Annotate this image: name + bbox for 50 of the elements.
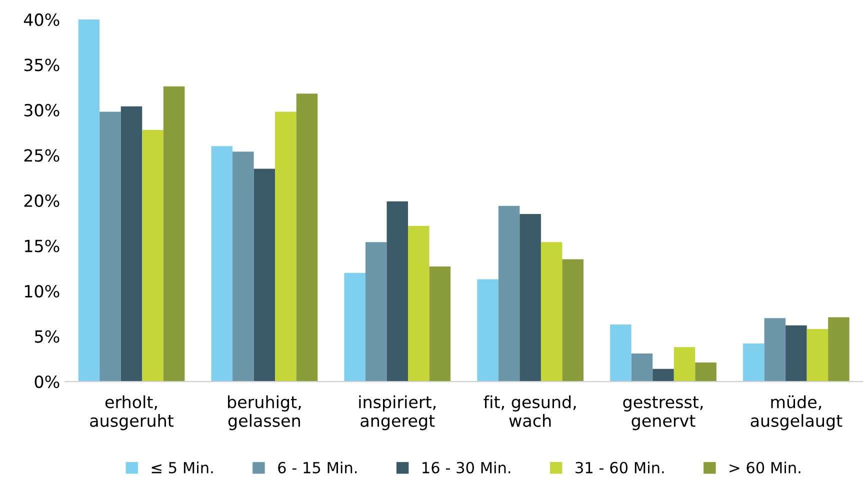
x-tick-label: müde, ausgelaugt — [750, 395, 842, 430]
bar — [275, 112, 296, 382]
bar — [254, 168, 276, 382]
bar — [562, 259, 584, 382]
y-tick-label: 25% — [24, 149, 60, 162]
y-tick-label: 40% — [24, 13, 60, 26]
bar — [78, 19, 100, 382]
bar — [631, 353, 653, 382]
bar — [477, 279, 498, 382]
y-tick-label: 20% — [24, 194, 60, 208]
legend-label: 31 - 60 Min. — [576, 462, 664, 474]
legend-label: ≤ 5 Min. — [152, 462, 213, 474]
legend-label: 6 - 15 Min. — [278, 462, 357, 474]
bar — [828, 317, 850, 382]
bar — [386, 201, 408, 382]
legend-label: 16 - 30 Min. — [422, 462, 510, 474]
y-tick-label: 15% — [24, 240, 60, 252]
bar — [120, 106, 142, 382]
bar — [540, 242, 562, 382]
bar — [743, 343, 764, 382]
y-tick-label: 5% — [35, 330, 60, 343]
bar — [806, 329, 828, 382]
bar — [695, 362, 716, 382]
bar — [232, 152, 254, 382]
bar — [674, 347, 696, 382]
bar — [429, 266, 451, 382]
bar — [408, 226, 430, 382]
x-tick-label: gestresst, genervt — [623, 396, 703, 430]
bar — [142, 130, 164, 382]
bar — [652, 368, 674, 382]
bar — [764, 318, 786, 382]
x-tick-label: fit, gesund, wach — [484, 395, 576, 427]
bar — [365, 242, 387, 382]
bar — [610, 324, 632, 382]
y-tick-label: 10% — [24, 284, 60, 298]
bar — [520, 214, 541, 382]
x-tick-label: inspiriert, angeregt — [359, 395, 436, 430]
y-tick-label: 0% — [34, 375, 60, 388]
bar — [786, 325, 807, 382]
bar — [211, 146, 233, 382]
legend-label: > 60 Min. — [730, 462, 800, 474]
x-tick-label: beruhigt, gelassen — [228, 395, 301, 430]
bar — [296, 94, 318, 382]
bar — [163, 86, 185, 382]
bar — [498, 206, 520, 382]
y-tick-label: 35% — [24, 58, 60, 72]
y-tick-label: 30% — [24, 104, 60, 117]
x-tick-label: erholt, ausgeruht — [90, 395, 174, 430]
bar — [100, 112, 121, 382]
bar — [344, 272, 366, 382]
